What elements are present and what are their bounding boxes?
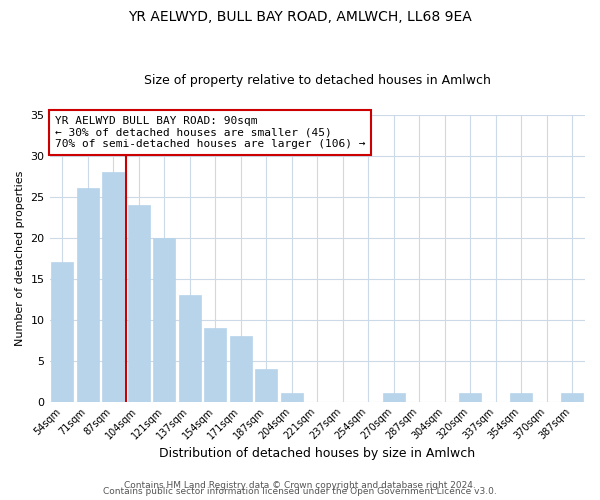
Bar [77,188,98,402]
Bar [103,172,124,402]
Bar [281,394,302,402]
Bar [256,369,277,402]
Bar [511,394,532,402]
Bar [230,336,251,402]
Bar [562,394,583,402]
Bar [52,262,73,402]
Text: YR AELWYD BULL BAY ROAD: 90sqm
← 30% of detached houses are smaller (45)
70% of : YR AELWYD BULL BAY ROAD: 90sqm ← 30% of … [55,116,365,149]
Y-axis label: Number of detached properties: Number of detached properties [15,170,25,346]
Bar [179,295,200,402]
Text: YR AELWYD, BULL BAY ROAD, AMLWCH, LL68 9EA: YR AELWYD, BULL BAY ROAD, AMLWCH, LL68 9… [128,10,472,24]
X-axis label: Distribution of detached houses by size in Amlwch: Distribution of detached houses by size … [159,447,475,460]
Bar [460,394,481,402]
Title: Size of property relative to detached houses in Amlwch: Size of property relative to detached ho… [144,74,491,87]
Bar [383,394,404,402]
Bar [205,328,226,402]
Text: Contains HM Land Registry data © Crown copyright and database right 2024.: Contains HM Land Registry data © Crown c… [124,481,476,490]
Text: Contains public sector information licensed under the Open Government Licence v3: Contains public sector information licen… [103,487,497,496]
Bar [128,205,149,402]
Bar [154,238,175,402]
